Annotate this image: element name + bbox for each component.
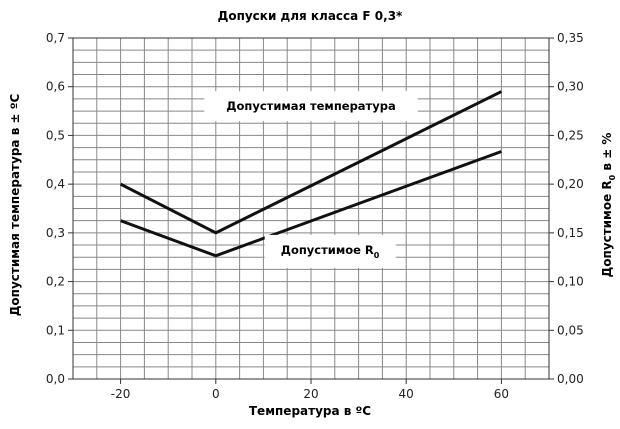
series-label-bg-temperature — [204, 91, 418, 122]
x-axis-label: Температура в ºС — [249, 404, 371, 418]
y-left-tick-label: 0,2 — [46, 275, 65, 289]
y-left-tick-label: 0,1 — [46, 323, 65, 337]
chart-title: Допуски для класса F 0,3* — [218, 9, 403, 23]
y-right-tick-label: 0,00 — [557, 372, 584, 386]
y-axis-label-left: Допустимая температура в ± ºС — [8, 94, 22, 317]
tick-marks — [68, 37, 554, 384]
y-right-tick-label: 0,15 — [557, 226, 584, 240]
x-tick-label: -20 — [111, 387, 131, 401]
series-label-resistance-sub: 0 — [374, 251, 380, 260]
y-right-tick-label: 0,25 — [557, 128, 584, 142]
y-left-tick-label: 0,7 — [46, 31, 65, 45]
series-label-resistance-main: Допустимое R — [281, 243, 374, 257]
y-left-tick-label: 0,3 — [46, 226, 65, 240]
y-axis-label-right-main: Допустимое R — [600, 180, 614, 277]
y-left-tick-label: 0,0 — [46, 372, 65, 386]
y-axis-label-right-tail: в ± % — [600, 133, 614, 175]
y-right-tick-label: 0,20 — [557, 177, 584, 191]
y-right-tick-label: 0,35 — [557, 31, 584, 45]
y-right-tick-label: 0,05 — [557, 323, 584, 337]
tick-labels: -20 0 20 40 60 0,0 0,1 0,2 0,3 0,4 0,5 0,6 0,7 0,00 0,… — [46, 31, 584, 401]
x-tick-label: 0 — [212, 387, 220, 401]
y-right-tick-label: 0,30 — [557, 80, 584, 94]
series-label-bg-resistance — [264, 234, 396, 268]
y-left-tick-label: 0,4 — [46, 177, 65, 191]
series-label-resistance: Допустимое R0 — [281, 243, 380, 260]
y-right-tick-label: 0,10 — [557, 275, 584, 289]
y-axis-label-right-sub: 0 — [608, 174, 617, 180]
x-tick-label: 40 — [399, 387, 414, 401]
grid — [73, 38, 549, 379]
x-tick-label: 60 — [494, 387, 509, 401]
y-left-tick-label: 0,5 — [46, 128, 65, 142]
series-lines — [119, 90, 503, 258]
x-tick-label: 20 — [303, 387, 318, 401]
y-axis-label-right: Допустимое R0 в ± % — [600, 133, 617, 278]
y-left-tick-label: 0,6 — [46, 80, 65, 94]
series-label-temperature: Допустимая температура — [226, 99, 395, 113]
